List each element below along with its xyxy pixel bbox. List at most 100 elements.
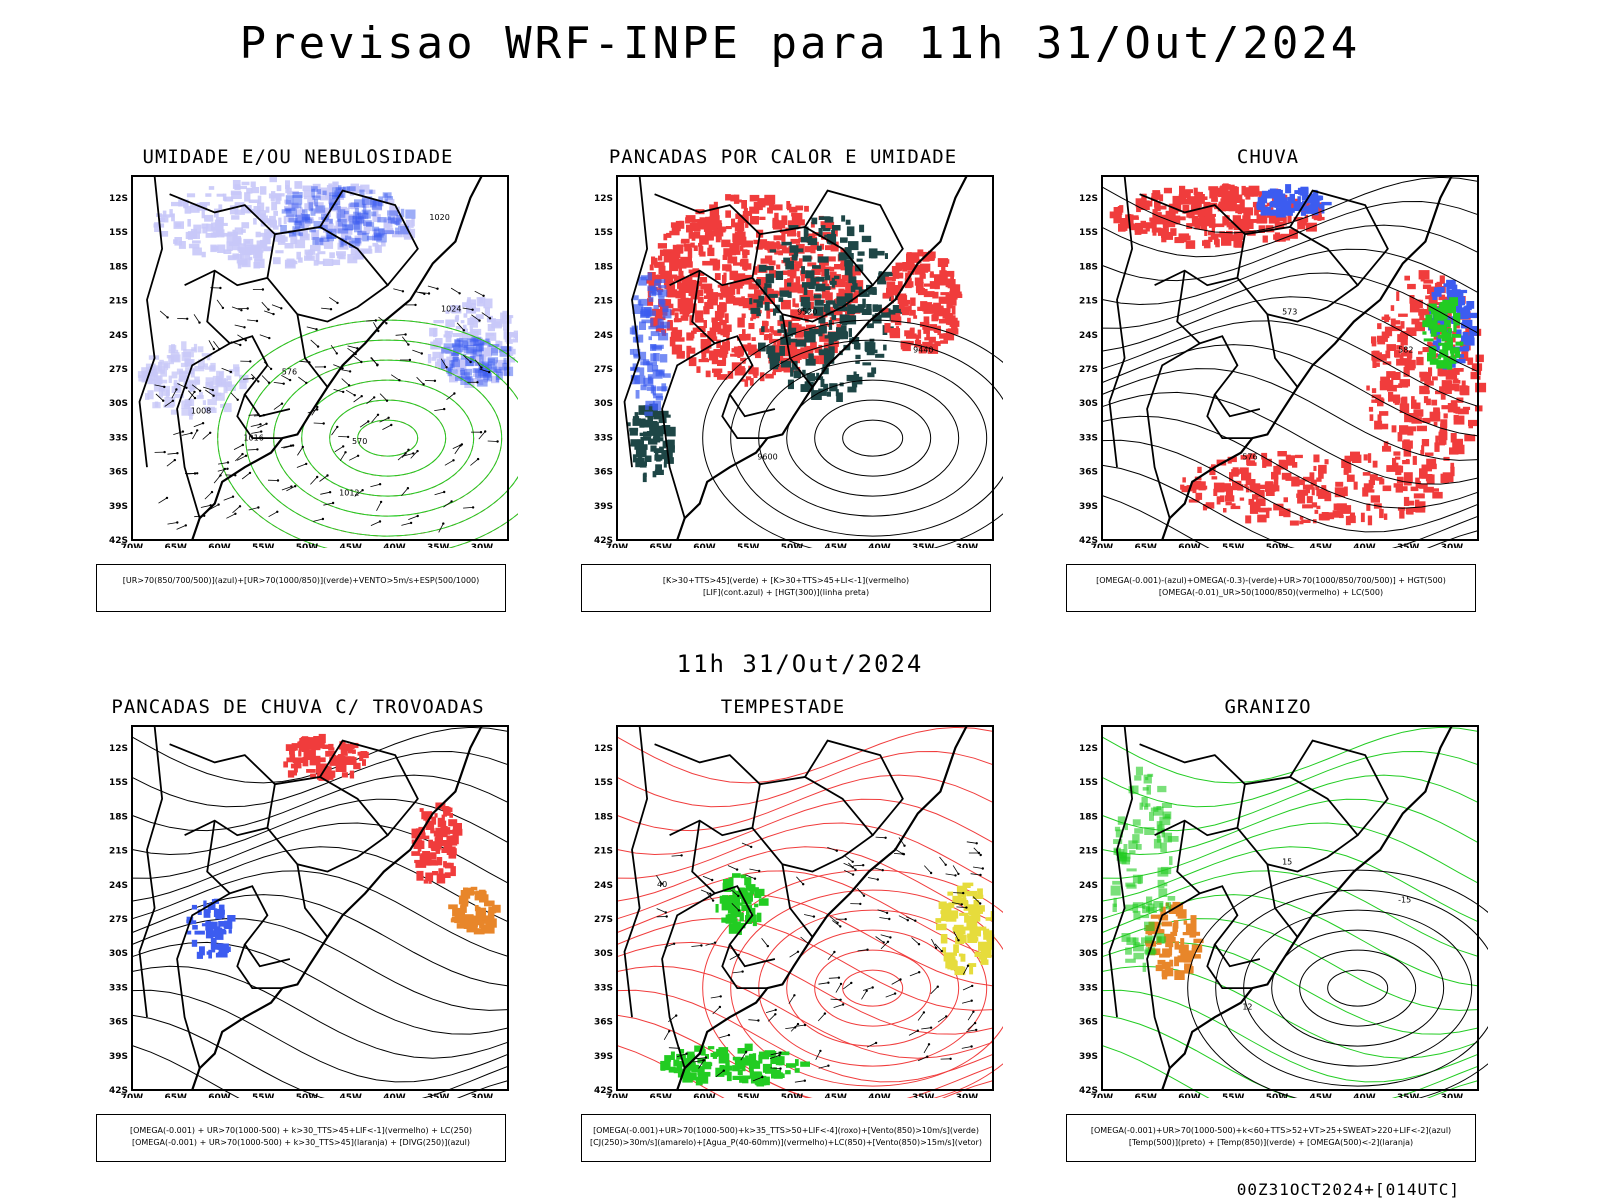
field-cell xyxy=(669,230,680,236)
field-cell xyxy=(275,196,281,205)
field-cell xyxy=(1390,305,1395,311)
field-cell xyxy=(319,195,330,201)
field-cell xyxy=(827,256,836,262)
field-cell xyxy=(941,273,948,283)
field-cell xyxy=(875,250,885,256)
field-cell xyxy=(498,366,503,371)
field-cell xyxy=(1468,424,1473,429)
lat-tick-label: 27S xyxy=(109,365,128,375)
wind-vector-head xyxy=(196,472,199,475)
field-cell xyxy=(1193,187,1198,195)
field-cell xyxy=(793,370,802,379)
field-cell xyxy=(780,360,792,368)
field-cell xyxy=(216,193,225,197)
field-cell xyxy=(723,272,727,282)
field-cell xyxy=(181,352,191,361)
wind-vector xyxy=(853,864,864,867)
state-border xyxy=(691,820,776,968)
field-cell xyxy=(676,352,685,359)
field-cell xyxy=(1208,186,1219,191)
field-cell xyxy=(147,378,157,385)
field-cell xyxy=(503,321,510,331)
field-cell xyxy=(810,221,815,228)
contour-line xyxy=(730,889,1003,1087)
field-cell xyxy=(792,298,796,307)
field-cell xyxy=(432,351,442,359)
lon-tick-label: 50W xyxy=(781,543,804,548)
field-cell xyxy=(705,370,711,378)
field-cell xyxy=(725,1061,730,1069)
field-cell xyxy=(362,759,366,766)
field-cell xyxy=(650,344,657,349)
wind-vector xyxy=(818,982,829,985)
field-cell xyxy=(835,278,846,288)
wind-vector-head xyxy=(954,874,957,877)
field-cell xyxy=(731,218,736,228)
field-cell xyxy=(1348,515,1356,524)
wind-vector-head xyxy=(201,422,205,425)
field-cell xyxy=(884,253,888,259)
wind-vector-head xyxy=(181,430,185,433)
field-cell xyxy=(305,251,313,260)
field-cell xyxy=(1178,216,1186,221)
wind-vector-head xyxy=(322,422,325,425)
field-cell xyxy=(1439,386,1449,392)
field-cell xyxy=(1211,476,1218,480)
field-cell xyxy=(844,274,848,282)
wind-vector-head xyxy=(378,520,382,523)
field-cell xyxy=(719,294,724,300)
field-cell xyxy=(1449,347,1460,354)
field-cell xyxy=(781,241,792,246)
field-cell xyxy=(966,890,977,897)
field-cell xyxy=(696,272,705,276)
field-cell xyxy=(215,926,221,936)
wind-vector-head xyxy=(316,345,320,348)
field-cell xyxy=(1411,396,1415,401)
field-cell xyxy=(444,358,450,367)
field-cell xyxy=(1153,221,1164,225)
lat-tick-label: 30S xyxy=(109,949,128,959)
field-cell xyxy=(1150,807,1159,812)
field-cell xyxy=(812,265,821,269)
field-cell xyxy=(160,379,168,384)
field-cell xyxy=(194,365,205,372)
field-cell xyxy=(458,358,468,365)
field-cell xyxy=(741,313,746,318)
field-cell xyxy=(1407,283,1416,290)
field-cell xyxy=(647,298,654,306)
field-cell xyxy=(824,283,830,289)
field-cell xyxy=(673,275,685,282)
field-cell xyxy=(184,404,191,408)
lat-tick-label: 12S xyxy=(109,194,128,204)
field-cell xyxy=(1377,341,1386,345)
field-cell xyxy=(1371,388,1377,394)
field-cell xyxy=(722,356,727,365)
field-cell xyxy=(1332,510,1344,518)
field-cell xyxy=(807,332,816,339)
field-cell xyxy=(645,404,649,410)
field-cell xyxy=(708,283,713,291)
field-cell xyxy=(650,445,657,452)
field-cell xyxy=(1215,223,1225,228)
field-cell xyxy=(765,1067,775,1074)
field-cell xyxy=(736,898,740,903)
field-cell xyxy=(456,923,464,929)
wind-vector-head xyxy=(239,343,242,347)
state-border xyxy=(169,743,276,837)
wind-vector xyxy=(770,1067,781,1069)
state-border xyxy=(691,270,776,418)
field-cell xyxy=(443,844,449,849)
lat-tick-label: 15S xyxy=(594,778,613,788)
field-cell xyxy=(1205,502,1215,509)
field-cell xyxy=(1191,219,1197,227)
field-cell xyxy=(637,444,648,450)
field-cell xyxy=(217,244,226,253)
field-cell xyxy=(671,331,680,339)
field-cell xyxy=(1371,336,1377,344)
state-border xyxy=(1176,270,1261,418)
field-cell xyxy=(1353,481,1358,490)
field-cell xyxy=(859,293,870,297)
field-cell xyxy=(1239,467,1249,474)
wind-vector xyxy=(251,373,259,382)
field-cell xyxy=(824,322,829,326)
